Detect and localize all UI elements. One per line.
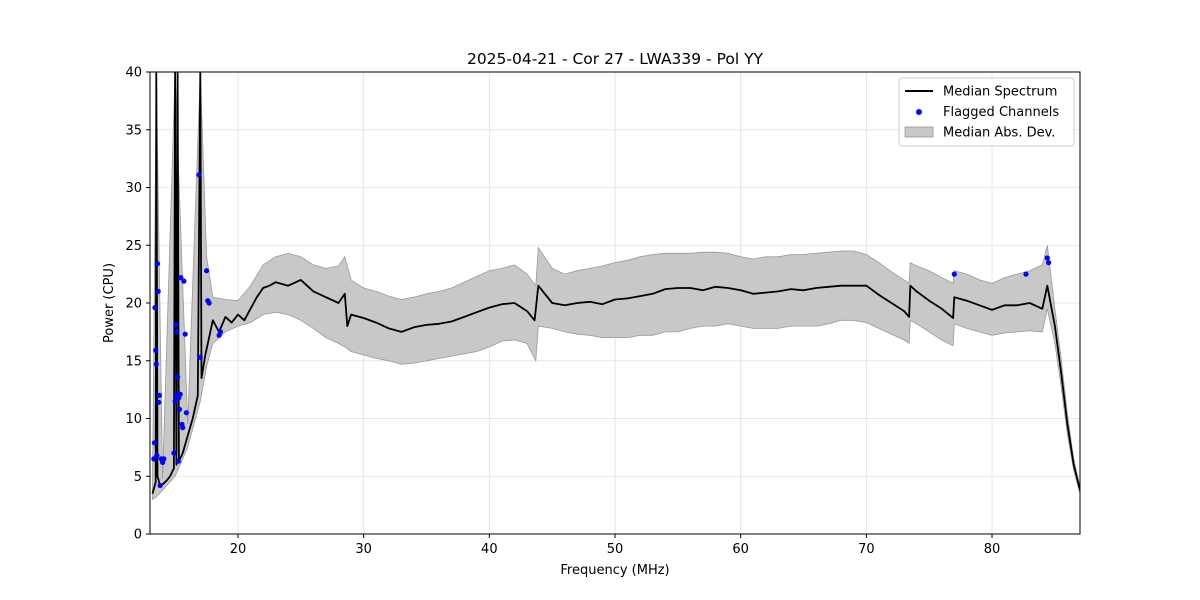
y-axis-label: Power (CPU) xyxy=(102,263,117,343)
y-tick-label: 10 xyxy=(125,412,142,427)
flagged-point xyxy=(1046,260,1052,266)
flagged-point xyxy=(156,392,162,398)
flagged-point xyxy=(177,391,183,397)
legend-median-label: Median Spectrum xyxy=(943,85,1057,100)
x-tick-label: 80 xyxy=(984,542,1001,557)
flagged-point xyxy=(173,322,179,328)
legend: Median Spectrum Flagged Channels Median … xyxy=(898,77,1075,147)
y-axis: 0 5 10 15 20 25 30 35 40 xyxy=(125,66,150,543)
flagged-point xyxy=(156,399,162,405)
x-tick-label: 40 xyxy=(481,542,498,557)
x-tick-label: 60 xyxy=(732,542,749,557)
x-tick-label: 50 xyxy=(607,542,624,557)
y-tick-label: 5 xyxy=(134,470,142,485)
flagged-point xyxy=(951,271,957,277)
flagged-point xyxy=(151,440,157,446)
flagged-point xyxy=(157,482,163,489)
y-tick-label: 40 xyxy=(125,66,142,81)
x-axis: 20 30 40 50 60 70 80 xyxy=(230,534,1001,557)
flagged-points xyxy=(151,172,1052,489)
flagged-point xyxy=(175,458,181,464)
y-tick-label: 35 xyxy=(125,123,142,138)
flagged-point xyxy=(151,456,157,462)
flagged-point xyxy=(180,425,186,431)
flagged-point xyxy=(178,275,184,281)
chart-title: 2025-04-21 - Cor 27 - LWA339 - Pol YY xyxy=(467,50,764,68)
flagged-point xyxy=(172,398,178,404)
y-tick-label: 30 xyxy=(125,181,142,196)
flagged-point xyxy=(182,331,188,337)
x-tick-label: 30 xyxy=(355,542,372,557)
flagged-point xyxy=(155,288,161,294)
flagged-point xyxy=(161,456,167,462)
x-axis-label: Frequency (MHz) xyxy=(560,563,669,578)
flagged-point xyxy=(183,410,189,416)
flagged-point xyxy=(154,452,160,459)
flagged-point xyxy=(176,406,183,412)
y-tick-label: 20 xyxy=(125,297,142,312)
y-tick-label: 25 xyxy=(125,239,142,254)
flagged-point xyxy=(197,354,203,360)
flagged-point xyxy=(1044,255,1050,261)
flagged-point xyxy=(153,361,159,367)
flagged-point xyxy=(1023,271,1029,277)
flagged-point xyxy=(181,278,187,284)
flagged-point xyxy=(153,347,159,353)
legend-mad-swatch xyxy=(904,126,934,138)
mad-band xyxy=(152,72,1080,501)
y-tick-label: 0 xyxy=(134,528,142,543)
x-tick-label: 20 xyxy=(230,542,247,557)
legend-flagged-label: Flagged Channels xyxy=(943,105,1059,120)
flagged-point xyxy=(154,261,161,267)
flagged-point xyxy=(175,374,181,380)
flagged-point xyxy=(171,450,177,456)
legend-mad-label: Median Abs. Dev. xyxy=(943,126,1055,141)
flagged-point xyxy=(217,329,223,335)
flagged-point xyxy=(174,329,180,335)
flagged-point xyxy=(152,305,158,311)
y-tick-label: 15 xyxy=(125,354,142,369)
flagged-point xyxy=(196,172,202,178)
legend-box xyxy=(898,77,1075,147)
flagged-point xyxy=(204,268,210,274)
legend-flagged-swatch xyxy=(916,109,922,115)
x-tick-label: 70 xyxy=(858,542,875,557)
flagged-point xyxy=(206,300,212,306)
